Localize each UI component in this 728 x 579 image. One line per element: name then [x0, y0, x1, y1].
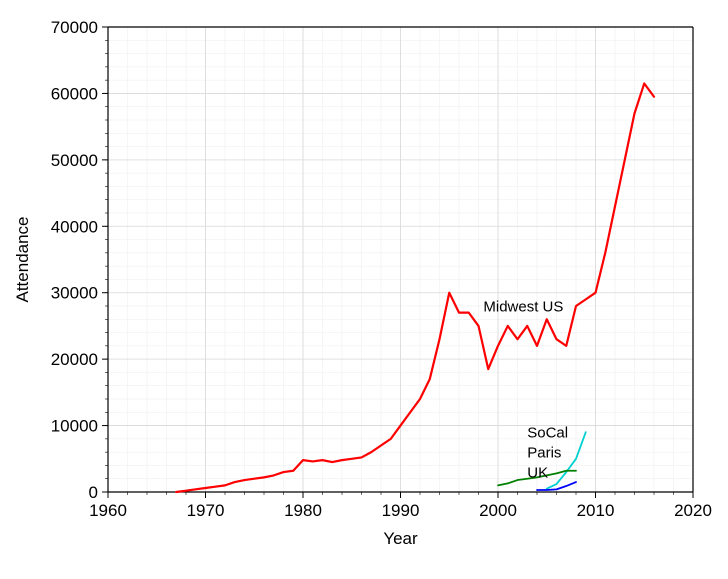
y-tick-label: 70000 — [51, 18, 98, 37]
y-ticks: 0 10000 20000 30000 40000 50000 60000 70000 — [51, 18, 108, 502]
y-axis-label: Attendance — [13, 216, 32, 302]
x-tick-label: 1990 — [382, 501, 420, 520]
y-tick-label: 50000 — [51, 151, 98, 170]
series-label: Paris — [527, 444, 561, 461]
y-tick-label: 0 — [89, 483, 98, 502]
x-tick-label: 1980 — [284, 501, 322, 520]
x-tick-label: 2020 — [674, 501, 712, 520]
x-tick-label: 1960 — [89, 501, 127, 520]
y-tick-label: 40000 — [51, 217, 98, 236]
attendance-chart: 1960 1970 1980 1990 2000 2010 2020 0 10000 20000 3… — [0, 0, 728, 579]
x-ticks: 1960 1970 1980 1990 2000 2010 2020 — [89, 492, 712, 520]
x-tick-label: 2010 — [577, 501, 615, 520]
x-tick-label: 1970 — [187, 501, 225, 520]
x-tick-label: 2000 — [479, 501, 517, 520]
y-tick-label: 60000 — [51, 84, 98, 103]
series-label: Midwest US — [483, 298, 563, 315]
x-axis-label: Year — [383, 529, 418, 548]
chart-svg: 1960 1970 1980 1990 2000 2010 2020 0 10000 20000 3… — [0, 0, 728, 579]
series-line — [176, 83, 654, 492]
series-label: SoCal — [527, 425, 568, 442]
series-label: UK — [527, 464, 548, 481]
grid-major — [108, 27, 693, 492]
y-tick-label: 30000 — [51, 284, 98, 303]
y-tick-label: 20000 — [51, 350, 98, 369]
y-tick-label: 10000 — [51, 417, 98, 436]
